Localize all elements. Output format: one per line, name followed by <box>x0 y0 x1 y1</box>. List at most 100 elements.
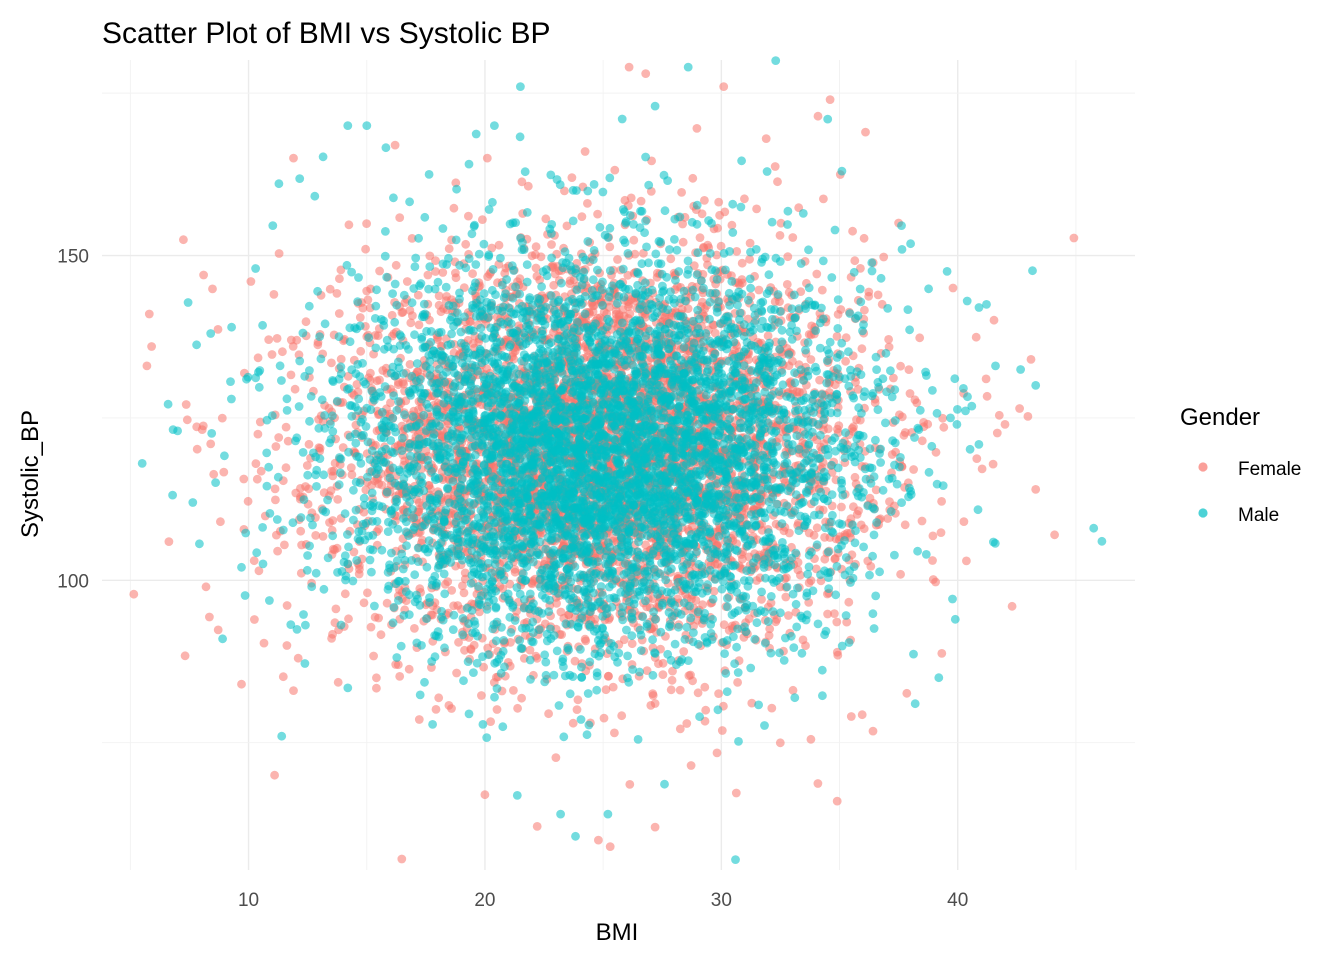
scatter-point <box>846 712 856 721</box>
scatter-point <box>375 266 384 276</box>
scatter-point <box>532 822 542 831</box>
scatter-point <box>889 373 898 383</box>
scatter-point <box>369 651 378 661</box>
scatter-point <box>766 598 776 608</box>
scatter-point <box>732 247 742 256</box>
scatter-point <box>745 238 755 248</box>
scatter-point <box>754 285 764 295</box>
scatter-point <box>525 645 535 655</box>
scatter-point <box>336 354 346 364</box>
scatter-point <box>267 350 277 359</box>
scatter-point <box>352 380 362 389</box>
scatter-point <box>517 177 527 187</box>
scatter-point <box>994 410 1004 420</box>
scatter-point <box>482 153 492 163</box>
scatter-point <box>896 361 905 371</box>
scatter-point <box>288 342 298 351</box>
scatter-point <box>340 589 350 599</box>
scatter-point <box>666 685 676 695</box>
scatter-point <box>682 719 692 728</box>
scatter-point <box>580 634 590 644</box>
scatter-point <box>928 556 937 565</box>
scatter-point <box>355 564 364 574</box>
scatter-point <box>714 197 724 207</box>
scatter-point <box>562 221 572 231</box>
scatter-point <box>692 123 702 133</box>
scatter-point <box>695 233 705 243</box>
scatter-point <box>699 242 708 252</box>
scatter-point <box>712 748 722 758</box>
scatter-point <box>313 340 323 350</box>
scatter-point <box>817 285 827 295</box>
scatter-point <box>410 624 419 633</box>
scatter-point <box>770 162 780 171</box>
scatter-point <box>624 299 634 309</box>
scatter-point <box>605 242 615 252</box>
scatter-point <box>857 344 867 354</box>
scatter-point <box>601 685 611 695</box>
scatter-point <box>837 502 846 512</box>
scatter-point <box>713 223 722 233</box>
scatter-point <box>290 384 300 394</box>
scatter-point <box>289 686 298 695</box>
scatter-point <box>870 398 880 408</box>
scatter-point <box>459 588 469 598</box>
scatter-point <box>683 304 693 313</box>
scatter-point <box>677 188 686 197</box>
scatter-point <box>747 698 757 708</box>
scatter-point <box>813 779 823 788</box>
scatter-point <box>547 240 556 249</box>
scatter-point <box>408 311 417 320</box>
scatter-point <box>989 315 999 325</box>
scatter-point <box>444 701 454 710</box>
scatter-point <box>359 598 369 608</box>
scatter-point <box>701 705 711 715</box>
scatter-point <box>521 630 530 640</box>
scatter-point <box>599 713 609 723</box>
scatter-point <box>468 269 477 279</box>
scatter-point <box>716 241 726 251</box>
scatter-point <box>868 726 878 736</box>
scatter-point <box>328 516 338 525</box>
scatter-point <box>513 703 522 713</box>
scatter-point <box>271 495 280 505</box>
scatter-point <box>301 317 311 327</box>
scatter-point <box>850 256 860 266</box>
scatter-point <box>567 173 577 183</box>
scatter-point <box>879 252 889 262</box>
scatter-point <box>860 305 869 315</box>
scatter-point <box>675 685 685 695</box>
scatter-point <box>832 617 842 627</box>
scatter-point <box>297 540 306 550</box>
scatter-point <box>274 249 284 258</box>
scatter-point <box>179 235 188 245</box>
scatter-point <box>324 403 334 413</box>
scatter-point <box>565 279 575 288</box>
scatter-point <box>610 165 620 175</box>
scatter-point <box>373 331 383 341</box>
scatter-point <box>347 470 357 480</box>
scatter-point <box>937 497 946 506</box>
scatter-point <box>272 530 281 540</box>
scatter-point <box>255 417 265 427</box>
scatter-point <box>850 472 860 482</box>
scatter-point <box>254 566 264 576</box>
scatter-point <box>577 212 587 222</box>
scatter-point <box>648 691 658 700</box>
scatter-point <box>407 234 417 243</box>
scatter-point <box>905 389 915 398</box>
scatter-point <box>333 677 343 687</box>
scatter-point <box>580 147 590 156</box>
scatter-point <box>884 335 893 344</box>
scatter-point <box>812 523 822 533</box>
scatter-point <box>372 683 381 693</box>
scatter-point <box>421 446 431 456</box>
scatter-point <box>192 444 202 454</box>
scatter-point <box>785 528 794 538</box>
scatter-point <box>272 334 282 343</box>
scatter-point <box>909 465 918 474</box>
scatter-point <box>611 309 621 319</box>
scatter-point <box>931 577 940 587</box>
scatter-point <box>402 277 412 286</box>
scatter-point <box>531 242 541 252</box>
